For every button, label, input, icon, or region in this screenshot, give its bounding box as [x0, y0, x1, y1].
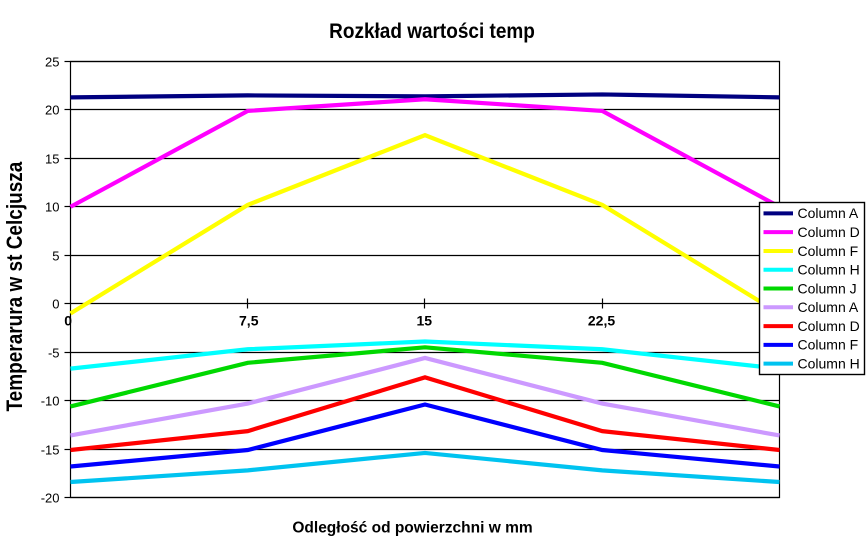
svg-text:0: 0: [52, 296, 59, 311]
svg-text:Column F: Column F: [798, 337, 859, 353]
svg-text:25: 25: [45, 54, 59, 69]
svg-text:Column A: Column A: [798, 299, 859, 315]
svg-text:-15: -15: [41, 442, 60, 457]
svg-text:Column D: Column D: [798, 318, 860, 334]
svg-text:Column H: Column H: [798, 355, 860, 371]
svg-text:Column D: Column D: [798, 224, 860, 240]
svg-text:22,5: 22,5: [588, 312, 615, 328]
svg-text:10: 10: [45, 199, 59, 214]
svg-text:-10: -10: [41, 393, 60, 408]
svg-text:-5: -5: [48, 345, 60, 360]
svg-text:Column F: Column F: [798, 243, 859, 259]
svg-text:5: 5: [52, 248, 59, 263]
svg-text:Column H: Column H: [798, 262, 860, 278]
svg-text:Odległość od powierzchni w mm: Odległość od powierzchni w mm: [292, 519, 532, 536]
svg-text:15: 15: [45, 151, 59, 166]
svg-text:Rozkład wartości temp: Rozkład wartości temp: [329, 20, 535, 43]
svg-text:-20: -20: [41, 490, 60, 505]
svg-text:20: 20: [45, 102, 59, 117]
svg-text:Temperarura w st Celcjusza: Temperarura w st Celcjusza: [3, 161, 28, 411]
svg-text:15: 15: [417, 312, 433, 328]
svg-text:Column J: Column J: [798, 280, 857, 296]
svg-text:Column A: Column A: [798, 205, 859, 221]
svg-text:0: 0: [64, 312, 72, 328]
svg-text:7,5: 7,5: [239, 312, 259, 328]
